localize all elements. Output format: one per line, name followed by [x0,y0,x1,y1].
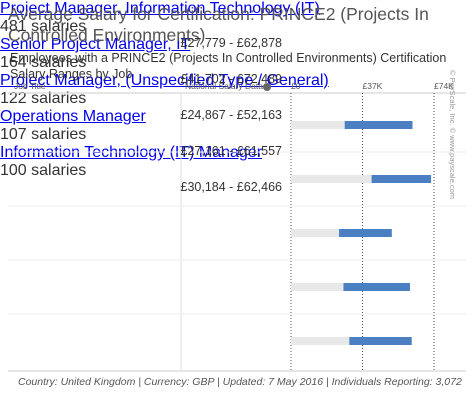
job-title[interactable]: Project Manager, Information Technology … [0,0,320,17]
range-bar [343,283,410,291]
range-track [291,175,372,183]
x-tick-label: £74K [434,81,454,91]
range-bar [339,229,392,237]
range-bar [344,121,413,129]
salary-count: 107 salaries [0,126,87,143]
job-cell: Operations Manager 107 salaries [0,108,474,144]
range-track [291,337,350,345]
x-tick-label: £0 [291,81,301,91]
x-tick-label: £37K [363,81,383,91]
row: Project Manager, (Unspecified Type / Gen… [0,72,474,122]
value-label: £41,702 - £72,489 [180,72,282,86]
value-label: £27,161 - £61,557 [180,144,282,158]
value-label: £27,779 - £62,878 [180,36,282,50]
range-bar [371,175,432,183]
row: Senior Project Manager, IT 164 salaries £4… [0,36,474,86]
column-header: National Salary Data [185,81,263,91]
column-header: Job Title [14,81,46,91]
rows: Project Manager, Information Technology … [0,0,474,194]
footer: Country: United Kingdom | Currency: GBP … [18,376,462,388]
job-line: Project Manager, Information Technology … [0,0,474,18]
subtitle-block: Employees with a PRINCE2 (Projects In Co… [10,50,446,82]
value-label: £30,184 - £62,466 [180,180,282,194]
salary-count: 481 salaries [0,18,87,35]
subtitle: Employees with a PRINCE2 (Projects In Co… [10,51,447,65]
job-cell: Project Manager, Information Technology … [0,0,474,36]
range-bar [349,337,412,345]
range-track [291,121,345,129]
job-cell: Project Manager, (Unspecified Type / Gen… [0,72,474,108]
salary-count: 164 salaries [0,54,87,71]
job-cell: Senior Project Manager, IT 164 salaries [0,36,474,72]
job-title[interactable]: Operations Manager [0,108,146,125]
job-title[interactable]: Project Manager, (Unspecified Type / Gen… [0,72,329,89]
watermark: © PayScale, Inc. © www.payscale.com [448,70,457,200]
salary-count: 122 salaries [0,90,87,107]
job-line: Project Manager, (Unspecified Type / Gen… [0,72,474,90]
info-icon[interactable] [263,83,271,91]
salary-count: 100 salaries [0,162,87,179]
value-label: £24,867 - £52,163 [180,108,282,122]
row: Project Manager, Information Technology … [0,0,474,50]
job-line: Senior Project Manager, IT [0,36,474,54]
subtitle: Salary Ranges by Job [10,67,133,81]
range-track [291,283,344,291]
row: Operations Manager 107 salaries £27,161 - … [0,108,474,158]
title: Average Salary for Certification: PRINCE… [8,4,429,45]
job-title[interactable]: Senior Project Manager, IT [0,36,191,53]
job-line: Operations Manager [0,108,474,126]
range-track [291,229,340,237]
